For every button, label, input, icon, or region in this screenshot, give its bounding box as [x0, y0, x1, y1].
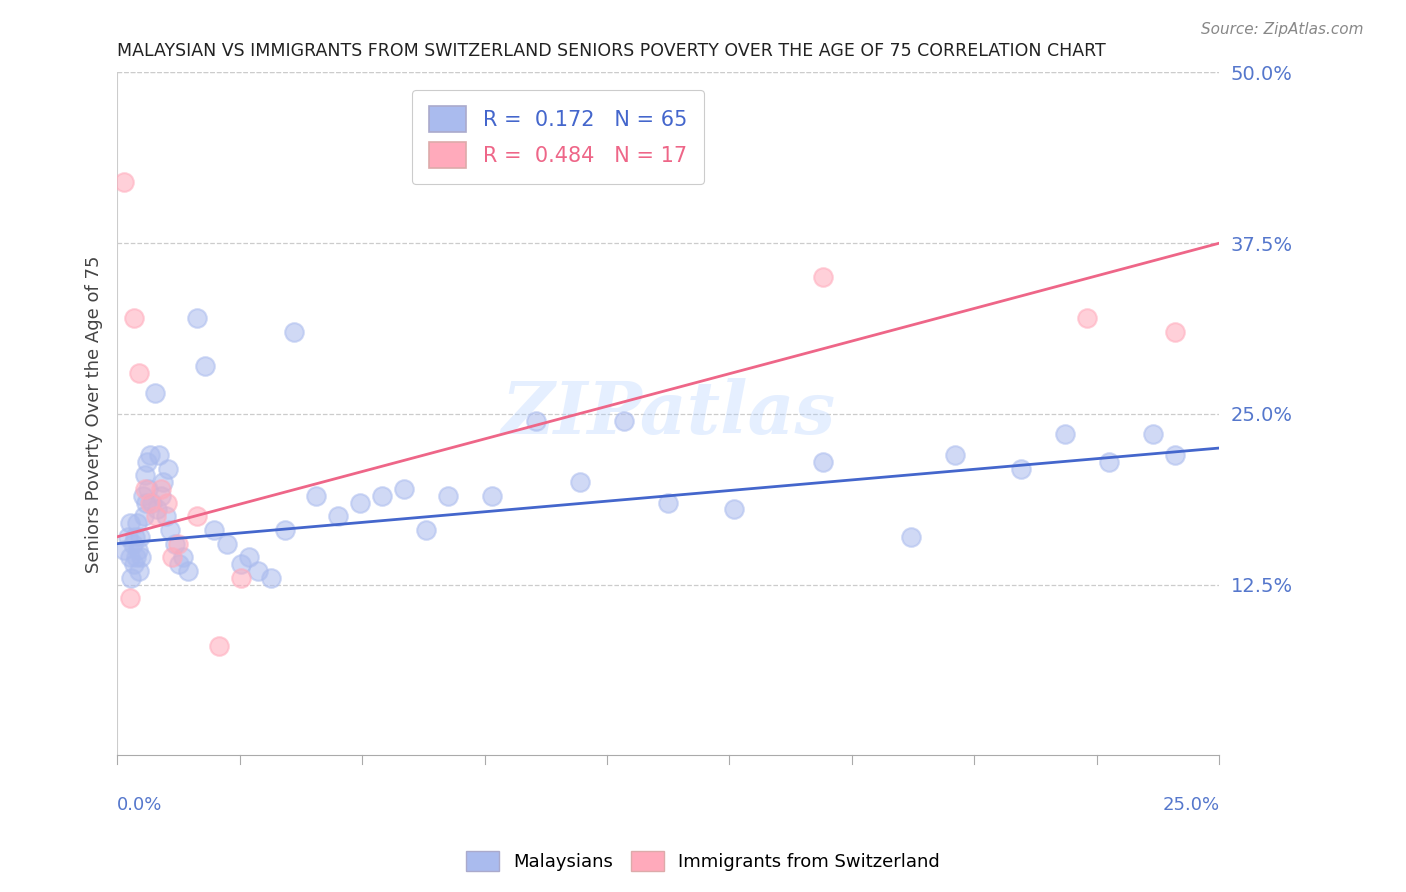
Point	[326, 509, 349, 524]
Point	[128, 366, 150, 380]
Point	[194, 359, 217, 373]
Point	[238, 550, 260, 565]
Point	[202, 523, 225, 537]
Point	[349, 496, 371, 510]
Point	[217, 536, 239, 550]
Point	[145, 509, 167, 524]
Point	[139, 448, 162, 462]
Text: MALAYSIAN VS IMMIGRANTS FROM SWITZERLAND SENIORS POVERTY OVER THE AGE OF 75 CORR: MALAYSIAN VS IMMIGRANTS FROM SWITZERLAND…	[117, 42, 1107, 60]
Point	[186, 509, 208, 524]
Point	[141, 496, 163, 510]
Point	[124, 530, 146, 544]
Point	[811, 270, 834, 285]
Point	[186, 311, 208, 326]
Point	[148, 448, 170, 462]
Point	[152, 475, 174, 490]
Point	[143, 386, 166, 401]
Point	[146, 502, 169, 516]
Point	[139, 496, 162, 510]
Point	[155, 509, 177, 524]
Point	[129, 530, 152, 544]
Point	[132, 489, 155, 503]
Point	[304, 489, 326, 503]
Point	[156, 461, 179, 475]
Point	[260, 571, 283, 585]
Point	[437, 489, 460, 503]
Point	[943, 448, 966, 462]
Point	[392, 482, 415, 496]
Point	[1142, 427, 1164, 442]
Point	[1098, 455, 1121, 469]
Point	[135, 496, 157, 510]
Point	[229, 557, 252, 571]
Point	[1076, 311, 1098, 326]
Point	[811, 455, 834, 469]
Point	[177, 564, 200, 578]
Point	[900, 530, 922, 544]
Point	[125, 516, 148, 530]
Text: ZIPatlas: ZIPatlas	[501, 378, 835, 450]
Point	[229, 571, 252, 585]
Legend: R =  0.172   N = 65, R =  0.484   N = 17: R = 0.172 N = 65, R = 0.484 N = 17	[412, 90, 704, 185]
Point	[128, 564, 150, 578]
Y-axis label: Seniors Poverty Over the Age of 75: Seniors Poverty Over the Age of 75	[86, 255, 103, 573]
Point	[125, 550, 148, 565]
Point	[120, 571, 142, 585]
Point	[136, 455, 159, 469]
Point	[150, 489, 173, 503]
Point	[524, 414, 547, 428]
Point	[1164, 325, 1187, 339]
Point	[283, 325, 305, 339]
Point	[118, 550, 141, 565]
Point	[613, 414, 636, 428]
Text: Source: ZipAtlas.com: Source: ZipAtlas.com	[1201, 22, 1364, 37]
Point	[121, 536, 143, 550]
Point	[1010, 461, 1032, 475]
Point	[120, 516, 142, 530]
Point	[162, 550, 184, 565]
Point	[167, 536, 190, 550]
Text: 25.0%: 25.0%	[1163, 797, 1219, 814]
Point	[247, 564, 270, 578]
Point	[163, 536, 186, 550]
Point	[172, 550, 194, 565]
Point	[118, 591, 141, 606]
Point	[415, 523, 437, 537]
Point	[112, 175, 135, 189]
Point	[134, 482, 156, 496]
Point	[134, 468, 156, 483]
Point	[150, 482, 173, 496]
Point	[131, 550, 153, 565]
Point	[370, 489, 392, 503]
Point	[127, 543, 149, 558]
Point	[657, 496, 679, 510]
Point	[136, 482, 159, 496]
Legend: Malaysians, Immigrants from Switzerland: Malaysians, Immigrants from Switzerland	[458, 844, 948, 879]
Point	[1053, 427, 1076, 442]
Point	[1164, 448, 1187, 462]
Point	[112, 543, 135, 558]
Point	[132, 509, 155, 524]
Point	[117, 530, 139, 544]
Point	[569, 475, 592, 490]
Point	[723, 502, 745, 516]
Point	[207, 639, 229, 653]
Point	[159, 523, 181, 537]
Point	[274, 523, 297, 537]
Point	[481, 489, 503, 503]
Point	[155, 496, 177, 510]
Point	[122, 557, 145, 571]
Text: 0.0%: 0.0%	[117, 797, 163, 814]
Point	[122, 311, 145, 326]
Point	[167, 557, 190, 571]
